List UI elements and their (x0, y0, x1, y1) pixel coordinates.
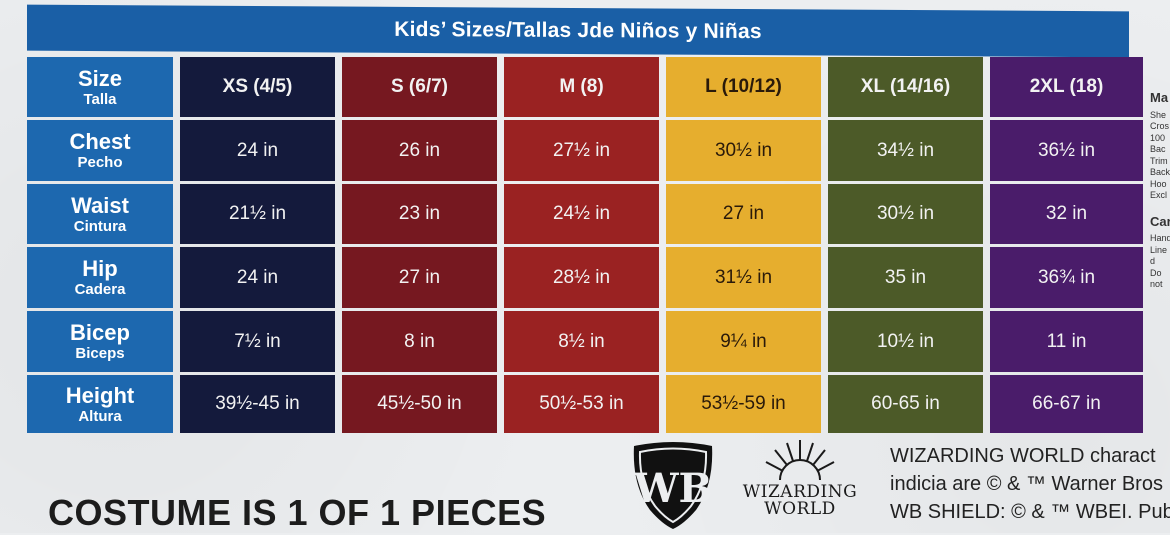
measurement-cell: 28½ in (504, 247, 659, 308)
measurement-cell: 39½-45 in (180, 375, 335, 433)
measurement-cell: 27 in (666, 184, 821, 244)
row-label-en: Hip (82, 256, 118, 282)
measurement-cell: 9¼ in (666, 311, 821, 372)
size-chart-table: Size Talla XS (4/5) S (6/7) M (8) L (10/12) XL… (27, 57, 1143, 433)
legal-line: WB SHIELD: © & ™ WBEI. Publ (890, 501, 1170, 523)
sidebar-heading: Ma (1150, 90, 1169, 105)
measurement-cell: 11 in (990, 311, 1143, 372)
measurement-cell: 27 in (342, 247, 497, 308)
size-header: L (10/12) (666, 57, 821, 117)
sidebar-line: She (1150, 109, 1167, 120)
legal-line: WIZARDING WORLD charact (890, 445, 1156, 467)
row-label-es: Pecho (77, 154, 123, 172)
measurement-cell: 32 in (990, 184, 1143, 244)
measurement-cell: 60-65 in (828, 375, 983, 433)
wb-shield-logo: WB (626, 440, 720, 530)
row-label-chest: Chest Pecho (27, 120, 173, 181)
measurement-cell: 24½ in (504, 184, 659, 244)
size-header: XS (4/5) (180, 57, 335, 117)
sidebar-line: Trim (1150, 155, 1168, 166)
sidebar-line: 100 (1150, 132, 1166, 143)
measurement-cell: 8 in (342, 311, 497, 372)
measurement-cell: 24 in (180, 120, 335, 181)
corner-label-es: Talla (83, 90, 117, 108)
costume-pieces-note: COSTUME IS 1 OF 1 PIECES (48, 492, 547, 533)
measurement-cell: 8½ in (504, 311, 659, 372)
sidebar-line: Do not (1150, 267, 1163, 290)
sunburst-icon (765, 440, 835, 481)
measurement-cell: 36½ in (990, 120, 1143, 181)
measurement-cell: 31½ in (666, 247, 821, 308)
row-label-en: Chest (69, 129, 131, 155)
sidebar-line: Bac (1150, 144, 1166, 154)
row-label-height: Height Altura (27, 375, 173, 433)
measurement-cell: 10½ in (828, 311, 983, 372)
measurement-cell: 34½ in (828, 120, 983, 181)
measurement-cell: 21½ in (180, 184, 335, 244)
row-label-en: Height (65, 382, 135, 408)
row-label-en: Waist (71, 192, 129, 218)
corner-header: Size Talla (27, 57, 173, 117)
wizarding-world-logo: WIZARDING WORLD (737, 438, 863, 533)
size-header: S (6/7) (342, 57, 497, 117)
row-label-waist: Waist Cintura (27, 184, 173, 244)
sidebar-line: Hand (1150, 233, 1170, 243)
row-label-es: Biceps (75, 345, 125, 363)
sidebar-line: Hoo (1150, 178, 1167, 189)
wizarding-world-line2: WORLD (764, 499, 836, 519)
row-label-en: Bicep (70, 320, 130, 346)
wb-logo-letters: WB (633, 465, 713, 512)
row-label-es: Cintura (73, 217, 127, 235)
legal-notice: WIZARDING WORLD charact indicia are © & … (890, 442, 1170, 526)
measurement-cell: 30½ in (666, 120, 821, 181)
wizarding-world-line1: WIZARDING (742, 482, 858, 502)
measurement-cell: 23 in (342, 184, 497, 244)
side-panel-text: Ma She Cros 100 Bac Trim Back Hoo Excl Car Hand Lin… (1150, 60, 1170, 350)
row-label-bicep: Bicep Biceps (27, 311, 173, 372)
sidebar-line: Cros (1150, 121, 1170, 131)
measurement-cell: 45½-50 in (342, 375, 497, 433)
sidebar-line: Line d (1150, 244, 1168, 267)
size-header: XL (14/16) (828, 57, 983, 117)
sidebar-line: Back (1150, 167, 1170, 177)
measurement-cell: 24 in (180, 247, 335, 308)
sidebar-line: Excl (1150, 190, 1168, 200)
measurement-cell: 35 in (828, 247, 983, 308)
measurement-cell: 66-67 in (990, 375, 1143, 433)
measurement-cell: 7½ in (180, 311, 335, 372)
row-label-es: Altura (78, 407, 122, 425)
legal-line: indicia are © & ™ Warner Bros (890, 473, 1163, 495)
measurement-cell: 26 in (342, 120, 497, 181)
measurement-cell: 27½ in (504, 120, 659, 181)
chart-banner-title: Kids’ Sizes/Tallas Jde Niños y Niñas (27, 4, 1129, 58)
sidebar-heading: Car (1150, 213, 1170, 229)
corner-label-en: Size (77, 65, 123, 91)
measurement-cell: 30½ in (828, 184, 983, 244)
size-header: M (8) (504, 57, 659, 117)
measurement-cell: 53½-59 in (666, 375, 821, 433)
measurement-cell: 36¾ in (990, 247, 1143, 308)
size-header: 2XL (18) (990, 57, 1143, 117)
row-label-es: Cadera (74, 281, 126, 299)
row-label-hip: Hip Cadera (27, 247, 173, 308)
measurement-cell: 50½-53 in (504, 375, 659, 433)
